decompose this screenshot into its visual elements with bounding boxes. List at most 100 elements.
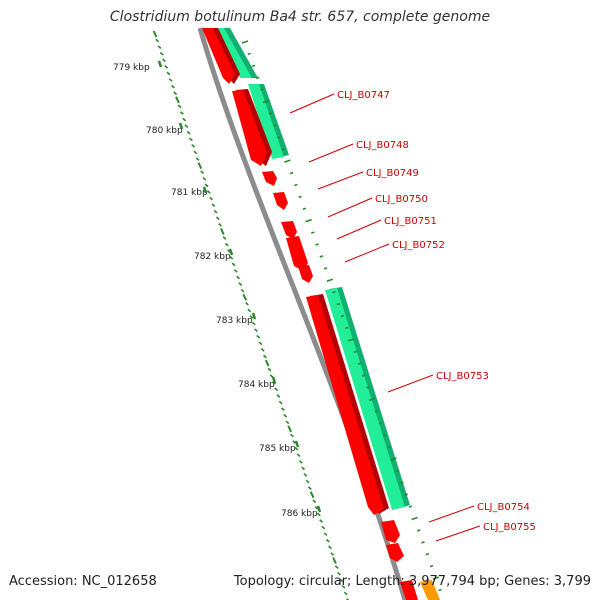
minor-tick bbox=[215, 216, 220, 221]
gene-label[interactable]: CLJ_B0754 bbox=[477, 502, 530, 513]
gene-label[interactable]: CLJ_B0747 bbox=[337, 90, 390, 101]
gene-leader-line bbox=[289, 93, 335, 114]
minor-tick bbox=[346, 598, 350, 600]
inner-tick bbox=[289, 171, 294, 175]
minor-tick bbox=[240, 288, 245, 293]
gene-label[interactable]: CLJ_B0755 bbox=[483, 522, 536, 533]
minor-tick bbox=[245, 301, 249, 306]
minor-tick bbox=[325, 538, 330, 543]
minor-tick bbox=[218, 223, 223, 227]
scale-major-tick bbox=[294, 440, 300, 448]
inner-tick bbox=[315, 243, 319, 246]
minor-tick bbox=[312, 499, 317, 504]
inner-tick bbox=[400, 481, 404, 485]
minor-tick bbox=[211, 203, 216, 207]
inner-tick bbox=[336, 302, 341, 306]
inner-tick bbox=[241, 40, 249, 44]
red-feature-0755 bbox=[386, 543, 404, 562]
gene-leader-line bbox=[327, 197, 373, 218]
red-feature-0751 bbox=[281, 221, 297, 239]
scale-label: 785 kbp bbox=[259, 444, 296, 454]
minor-tick bbox=[171, 84, 175, 89]
red-feature-0753 bbox=[306, 294, 389, 515]
minor-tick bbox=[267, 367, 272, 372]
inner-tick bbox=[340, 314, 345, 318]
inner-tick bbox=[425, 553, 430, 556]
scale-labels: 779 kbp 780 kbp 781 kbp 782 kbp 783 kbp 784 k… bbox=[113, 60, 322, 519]
minor-tick bbox=[155, 38, 160, 43]
minor-tick bbox=[283, 413, 288, 418]
red-feature-0750 bbox=[273, 192, 288, 210]
scale-label: 782 kbp bbox=[194, 252, 231, 262]
major-tick bbox=[287, 425, 292, 433]
inner-tick bbox=[347, 338, 355, 342]
inner-tick bbox=[353, 350, 357, 353]
minor-tick bbox=[159, 51, 164, 56]
gene-label[interactable]: CLJ_B0751 bbox=[384, 216, 437, 227]
red-feature-0749 bbox=[262, 171, 277, 186]
inner-tick bbox=[411, 516, 418, 521]
minor-tick bbox=[213, 209, 218, 214]
inner-tick bbox=[284, 159, 291, 163]
major-tick bbox=[242, 293, 248, 301]
gene-leader-line bbox=[387, 374, 434, 393]
minor-tick bbox=[193, 150, 198, 155]
minor-tick bbox=[164, 65, 169, 69]
minor-tick bbox=[258, 341, 263, 346]
minor-tick bbox=[191, 144, 196, 148]
inner-tick bbox=[366, 386, 370, 389]
minor-tick bbox=[179, 111, 184, 115]
major-tick bbox=[197, 162, 203, 170]
inner-tick bbox=[262, 99, 270, 104]
minor-tick bbox=[247, 308, 252, 313]
inner-tick bbox=[368, 397, 376, 402]
inner-tick bbox=[277, 136, 281, 139]
minor-tick bbox=[200, 170, 205, 175]
minor-tick bbox=[166, 71, 171, 76]
gene-label[interactable]: CLJ_B0749 bbox=[366, 168, 419, 179]
minor-tick bbox=[289, 433, 294, 438]
red-feature-bottom bbox=[400, 580, 418, 600]
minor-tick bbox=[274, 387, 279, 392]
scale-major-tick bbox=[202, 186, 208, 194]
minor-tick bbox=[224, 242, 229, 247]
minor-tick bbox=[292, 440, 297, 444]
minor-tick bbox=[294, 446, 299, 451]
minor-tick bbox=[339, 578, 344, 583]
inner-tick bbox=[298, 195, 302, 199]
minor-tick bbox=[314, 506, 319, 510]
inner-tick bbox=[251, 64, 256, 68]
gene-label[interactable]: CLJ_B0752 bbox=[392, 240, 445, 251]
minor-tick bbox=[206, 190, 211, 194]
inner-tick bbox=[408, 505, 413, 508]
gene-leader-line bbox=[435, 525, 481, 542]
scale-label: 784 kbp bbox=[238, 380, 275, 390]
minor-tick bbox=[334, 565, 339, 569]
inner-tick bbox=[374, 410, 379, 413]
inner-tick bbox=[344, 326, 349, 330]
minor-tick bbox=[202, 176, 207, 181]
orange-feature bbox=[420, 580, 440, 600]
minor-tick bbox=[231, 262, 236, 267]
inner-tick bbox=[302, 207, 307, 211]
minor-tick bbox=[209, 196, 214, 201]
minor-tick bbox=[337, 571, 341, 576]
gene-leader-line bbox=[317, 171, 364, 190]
gene-label[interactable]: CLJ_B0748 bbox=[356, 140, 409, 151]
minor-tick bbox=[195, 157, 200, 161]
minor-tick bbox=[256, 334, 261, 339]
minor-tick bbox=[177, 104, 182, 109]
inner-tick bbox=[387, 445, 391, 449]
scale-major-tick bbox=[271, 376, 277, 384]
scale-major-tick bbox=[251, 312, 257, 320]
red-feature-0748 bbox=[232, 89, 272, 166]
gene-label[interactable]: CLJ_B0750 bbox=[375, 194, 428, 205]
red-feature-0752b bbox=[298, 265, 313, 283]
inner-tick bbox=[404, 493, 408, 496]
minor-tick bbox=[251, 321, 256, 326]
gene-label[interactable]: CLJ_B0753 bbox=[436, 371, 489, 382]
inner-tick bbox=[281, 147, 285, 151]
minor-tick bbox=[269, 374, 274, 379]
major-tick bbox=[220, 228, 225, 235]
